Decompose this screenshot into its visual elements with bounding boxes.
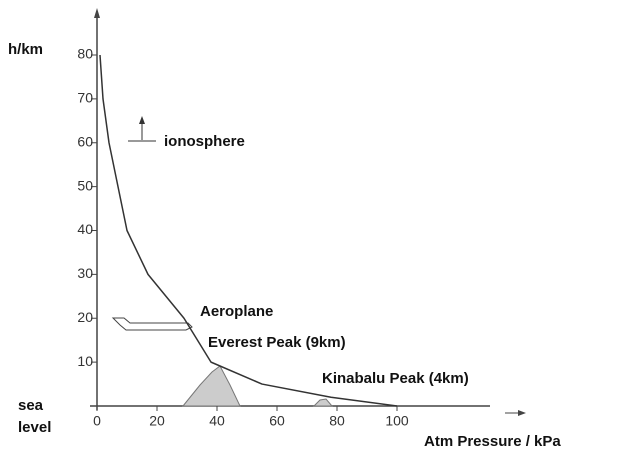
annotation: Everest Peak (9km)	[208, 334, 346, 351]
y-tick-label: 50	[77, 177, 93, 193]
x-arrow	[518, 410, 526, 416]
y-tick-label: 30	[77, 265, 93, 281]
kinabalu-mountain	[312, 398, 334, 407]
aeroplane	[111, 317, 193, 331]
y-tick-label: 80	[77, 46, 93, 62]
y-axis-label: h/km	[8, 41, 43, 58]
y-tick-label: 70	[77, 90, 93, 106]
x-tick-label: 0	[93, 413, 101, 429]
ionosphere-arrowhead	[139, 116, 145, 124]
annotation: Aeroplane	[200, 303, 273, 320]
annotation-box: sea level	[18, 397, 52, 436]
x-axis-label: Atm Pressure / kPa	[424, 433, 561, 450]
annotation: Kinabalu Peak (4km)	[322, 370, 469, 387]
y-tick-label: 10	[77, 353, 93, 369]
y-arrow	[94, 8, 100, 18]
x-tick-label: 60	[269, 413, 285, 429]
y-tick-label: 40	[77, 221, 93, 237]
x-tick-label: 20	[149, 413, 165, 429]
y-tick-label: 60	[77, 133, 93, 149]
annotation: ionosphere	[164, 133, 245, 150]
x-tick-label: 80	[329, 413, 345, 429]
annotation: sea level	[18, 397, 52, 436]
everest-mountain	[181, 365, 241, 407]
curve	[99, 54, 398, 407]
x-tick-label: 40	[209, 413, 225, 429]
x-tick-label: 100	[385, 413, 409, 429]
y-tick-label: 20	[77, 309, 93, 325]
